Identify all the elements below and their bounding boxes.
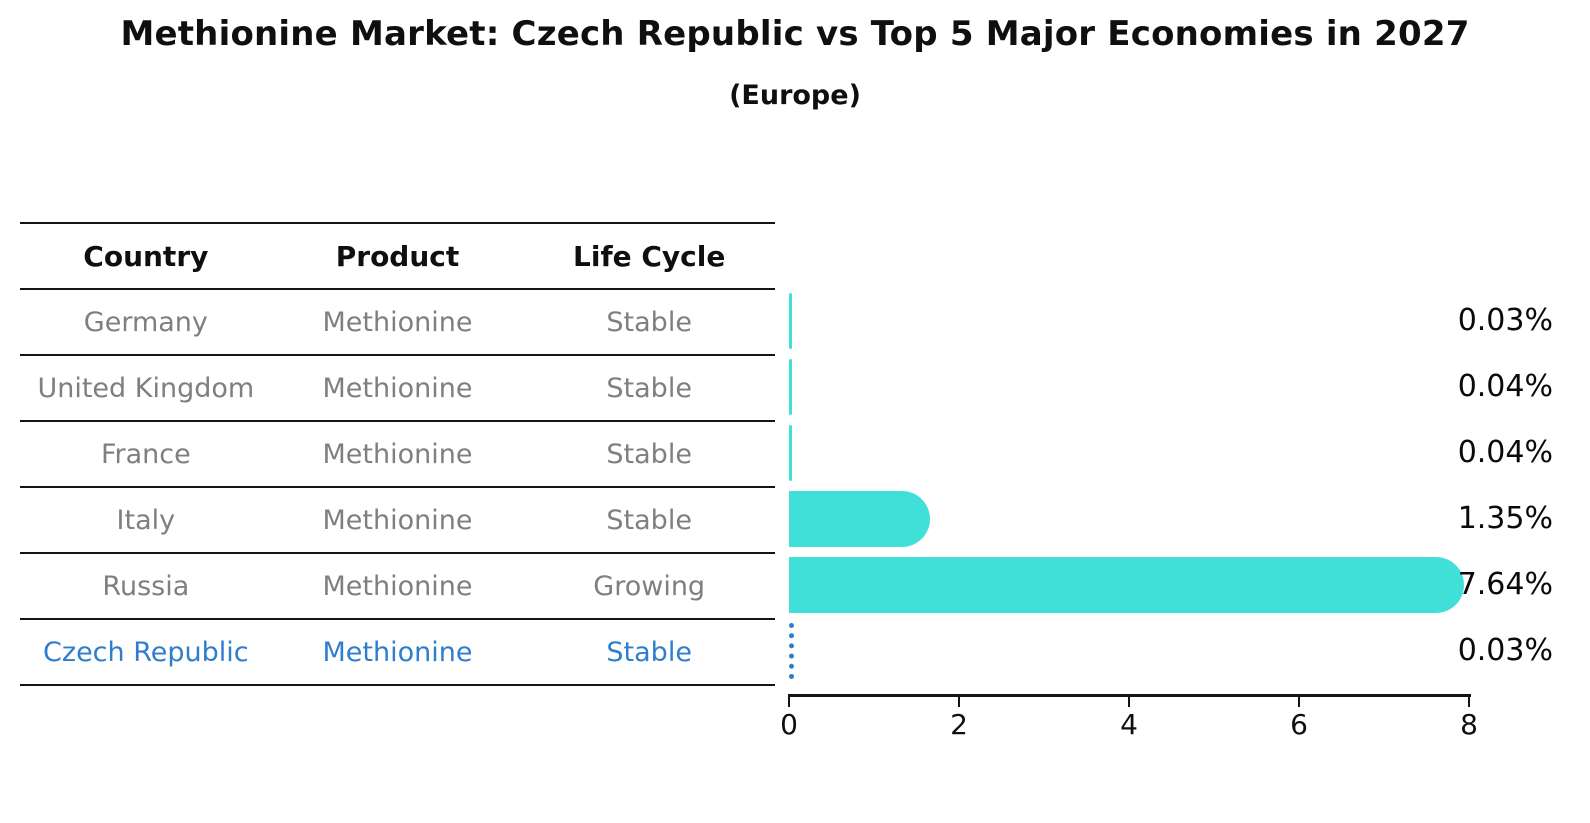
table-body: Germany Methionine Stable United Kingdom Met… (20, 290, 775, 686)
table-row: Italy Methionine Stable (20, 488, 775, 554)
value-label: 0.03% (1457, 303, 1553, 338)
x-axis-tick (1468, 697, 1470, 707)
table-row: France Methionine Stable (20, 422, 775, 488)
cell-country: Russia (102, 570, 190, 602)
bar (789, 557, 1465, 613)
country-table: Country Product Life Cycle Germany Methio… (20, 222, 775, 686)
bar-row (789, 354, 1469, 420)
table-header-row: Country Product Life Cycle (20, 224, 775, 290)
cell-product: Methionine (322, 504, 473, 536)
table-row: United Kingdom Methionine Stable (20, 356, 775, 422)
x-axis-tick (1298, 697, 1300, 707)
column-header-country: Country (83, 239, 209, 273)
cell-country: United Kingdom (37, 372, 255, 404)
cell-product: Methionine (322, 636, 473, 668)
chart-subtitle: (Europe) (729, 80, 861, 111)
highlight-bar (789, 623, 794, 679)
cell-product: Methionine (322, 372, 473, 404)
bar (789, 425, 793, 481)
cell-life-cycle: Stable (606, 504, 692, 536)
x-axis-tick-label: 2 (950, 708, 968, 741)
cell-country: France (100, 438, 191, 470)
x-axis-tick (958, 697, 960, 707)
x-axis-tick-label: 4 (1120, 708, 1138, 741)
cell-product: Methionine (322, 306, 473, 338)
x-axis-tick-label: 0 (780, 708, 798, 741)
x-axis-tick-label: 6 (1290, 708, 1308, 741)
bar-row (789, 618, 1469, 684)
value-label: 0.04% (1457, 435, 1553, 470)
bar-row (789, 552, 1469, 618)
cell-product: Methionine (322, 570, 473, 602)
bar-row (789, 420, 1469, 486)
column-header-product: Product (335, 239, 460, 273)
value-label: 0.03% (1457, 633, 1553, 668)
bar (789, 293, 792, 349)
bar (789, 491, 930, 547)
column-header-life-cycle: Life Cycle (573, 239, 726, 273)
bar-row (789, 288, 1469, 354)
bar-row (789, 486, 1469, 552)
value-label: 1.35% (1457, 501, 1553, 536)
table-row: Russia Methionine Growing (20, 554, 775, 620)
cell-country: Italy (116, 504, 176, 536)
x-axis-tick (788, 697, 790, 707)
value-label: 7.64% (1457, 567, 1553, 602)
bar (789, 359, 793, 415)
bar-plot (789, 288, 1469, 684)
value-label: 0.04% (1457, 369, 1553, 404)
cell-life-cycle: Stable (606, 438, 692, 470)
cell-country: Germany (83, 306, 208, 338)
table-row: Czech Republic Methionine Stable (20, 620, 775, 686)
cell-life-cycle: Growing (593, 570, 706, 602)
cell-life-cycle: Stable (606, 372, 692, 404)
cell-life-cycle: Stable (606, 636, 692, 668)
x-axis-line (788, 694, 1471, 697)
x-axis-tick-label: 8 (1460, 708, 1478, 741)
cell-product: Methionine (322, 438, 473, 470)
cell-life-cycle: Stable (606, 306, 692, 338)
x-axis-tick (1128, 697, 1130, 707)
cell-country: Czech Republic (43, 636, 249, 668)
chart-title: Methionine Market: Czech Republic vs Top… (120, 14, 1470, 54)
table-row: Germany Methionine Stable (20, 290, 775, 356)
